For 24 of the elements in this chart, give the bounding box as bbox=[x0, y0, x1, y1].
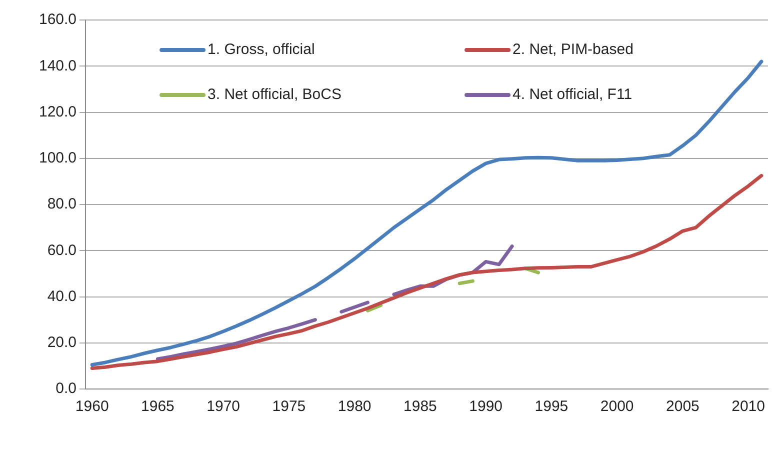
x-tick-label: 1960 bbox=[75, 398, 109, 416]
y-tick-label: 100.0 bbox=[38, 150, 77, 167]
y-tick-label: 140.0 bbox=[38, 57, 77, 74]
x-tick-label: 1995 bbox=[534, 398, 568, 416]
x-tick-label: 2000 bbox=[600, 398, 634, 416]
x-tick-label: 2010 bbox=[732, 398, 765, 416]
legend-label: 3. Net official, BoCS bbox=[208, 86, 342, 104]
y-tick-label: 0.0 bbox=[56, 380, 77, 398]
x-tick-label: 1985 bbox=[404, 398, 437, 416]
y-tick-label: 20.0 bbox=[47, 334, 77, 352]
y-tick-label: 120.0 bbox=[38, 103, 77, 120]
x-tick-label: 1975 bbox=[272, 398, 306, 416]
legend-label: 1. Gross, official bbox=[208, 41, 315, 58]
x-tick-label: 1980 bbox=[338, 398, 372, 416]
x-tick-label: 2005 bbox=[666, 398, 700, 416]
legend-label: 4. Net official, F11 bbox=[512, 86, 632, 104]
y-tick-label: 80.0 bbox=[47, 196, 77, 213]
y-tick-label: 60.0 bbox=[47, 242, 77, 259]
y-tick-label: 160.0 bbox=[38, 11, 77, 28]
y-tick-label: 40.0 bbox=[47, 288, 77, 305]
legend-label: 2. Net, PIM-based bbox=[512, 41, 634, 58]
x-tick-label: 1965 bbox=[141, 398, 174, 416]
x-tick-label: 1970 bbox=[206, 398, 240, 416]
x-tick-label: 1990 bbox=[469, 398, 503, 416]
